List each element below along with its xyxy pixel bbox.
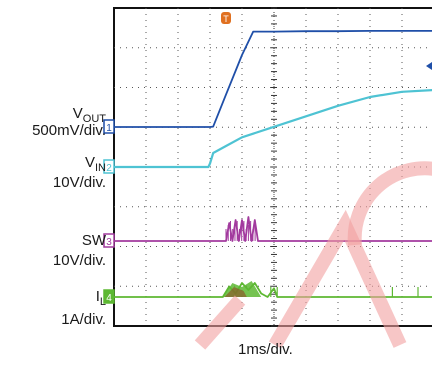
trigger-marker-label: T (223, 14, 229, 24)
x-axis-label: 1ms/div. (238, 341, 293, 358)
vout-label: VOUT (72, 105, 106, 125)
channel-marker-label: 1 (106, 123, 112, 134)
vin-label: VIN (84, 154, 106, 174)
channel-marker-1 (103, 119, 115, 134)
channel-marker-2 (103, 159, 115, 174)
trace-vin (114, 89, 432, 169)
il-scale: 1A/div. (61, 311, 106, 328)
trigger-marker (221, 12, 231, 24)
il-label: IL (95, 288, 106, 308)
watermark-stroke (268, 209, 407, 349)
channel-marker-3 (103, 233, 115, 248)
vout-scale: 500mV/div. (32, 122, 106, 139)
il-burst-shade (224, 287, 247, 297)
channel-marker-4 (103, 289, 115, 304)
watermark-stroke (194, 295, 246, 350)
sw-scale: 10V/div. (52, 252, 106, 269)
vin-scale: 10V/div. (52, 174, 106, 191)
trace-vout (114, 29, 432, 128)
channel-marker-label: 2 (106, 163, 112, 174)
channel-marker-label: 3 (106, 237, 112, 248)
sw-label: SW (81, 232, 106, 249)
offset-marker (426, 62, 432, 70)
channel-marker-label: 4 (106, 293, 112, 304)
trace-sw (114, 216, 432, 242)
watermark-stroke (347, 161, 432, 246)
